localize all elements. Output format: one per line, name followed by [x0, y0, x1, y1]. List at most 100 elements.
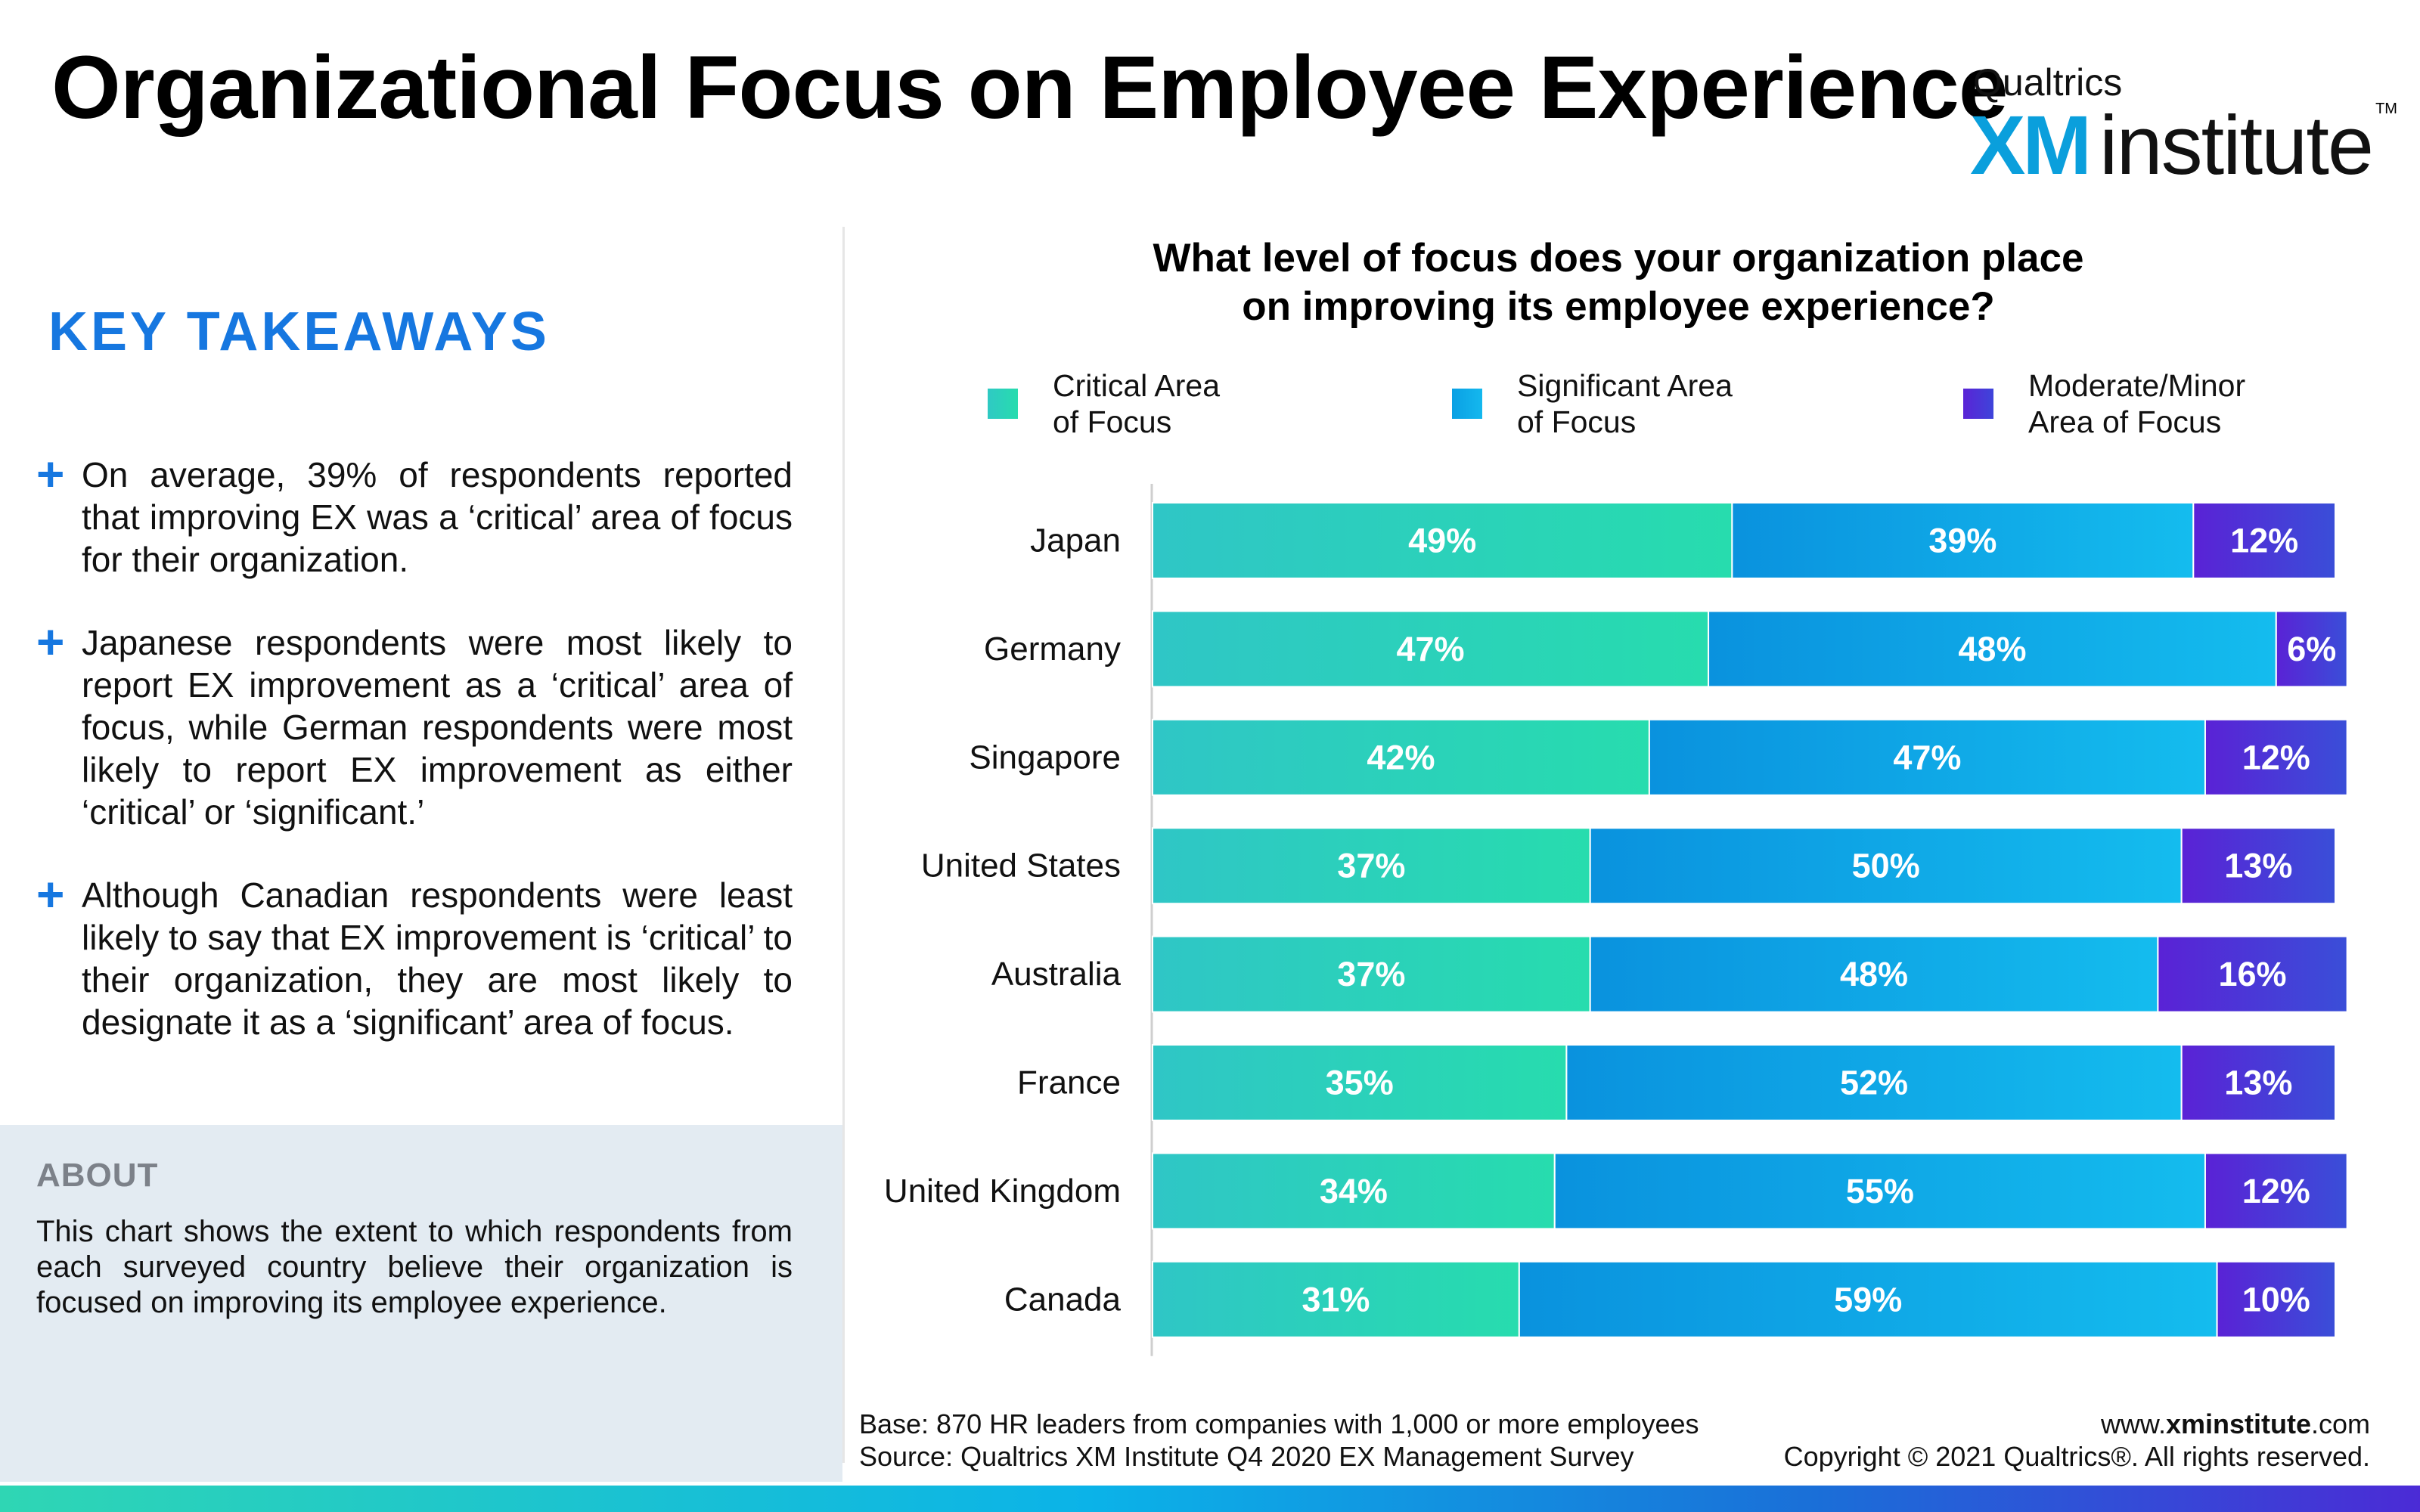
bar-value-label: 12% [2242, 738, 2310, 776]
logo-tm-text: TM [2375, 101, 2397, 117]
category-label: United Kingdom [884, 1173, 1121, 1210]
takeaway-text: On average, 39% of respondents reported … [82, 455, 793, 579]
bar-segment [1589, 935, 2159, 1013]
bar-value-label: 12% [2242, 1172, 2310, 1210]
website-bold: xminstitute [2165, 1408, 2311, 1439]
bar-segment [1648, 718, 2206, 796]
bar-value-label: 10% [2242, 1280, 2310, 1318]
bar-value-label: 12% [2230, 522, 2298, 560]
category-label: Japan [1030, 522, 1121, 559]
bar-segment [2157, 935, 2348, 1013]
bar-segment [1152, 1260, 1520, 1338]
category-label: Germany [984, 631, 1121, 668]
panel-divider [842, 227, 845, 1463]
bar-segment [1589, 827, 2183, 905]
takeaway-item: + On average, 39% of respondents reporte… [36, 447, 793, 581]
key-takeaways-heading: KEY TAKEAWAYS [48, 302, 550, 362]
category-label: United States [921, 847, 1121, 885]
legend-label-line: Moderate/Minor [2028, 368, 2246, 403]
bar-value-label: 50% [1852, 847, 1920, 885]
about-heading: ABOUT [36, 1157, 159, 1194]
bar-value-label: 59% [1834, 1280, 1902, 1318]
bar-segment [1565, 1044, 2183, 1121]
bar-value-label: 39% [1928, 522, 1996, 560]
bar-segment [1152, 1044, 1568, 1121]
bar-value-label: 48% [1840, 955, 1908, 993]
bar-segment [1152, 502, 1733, 579]
bar-value-label: 49% [1408, 522, 1476, 560]
bar-segment [2204, 718, 2348, 796]
legend-label: Critical Area of Focus [1053, 367, 1220, 440]
logo-wordmark: XM institute TM [1970, 101, 2397, 187]
chart-title-line: on improving its employee experience? [1242, 284, 1995, 329]
bar-value-label: 13% [2224, 1064, 2292, 1102]
logo-institute-text: institute [2099, 99, 2374, 192]
bar-value-label: 34% [1320, 1172, 1388, 1210]
legend-swatch [1452, 389, 1482, 419]
plus-icon: + [36, 615, 65, 669]
page-title: Organizational Focus on Employee Experie… [51, 38, 2008, 138]
legend-label-line: of Focus [1517, 404, 1637, 439]
bar-segment [1518, 1260, 2218, 1338]
bar-segment [2275, 610, 2348, 688]
footer-website: www.xminstitute.com [1784, 1408, 2370, 1440]
category-label: Singapore [969, 739, 1121, 776]
about-panel [0, 1125, 842, 1482]
bar-segment [1152, 935, 1591, 1013]
logo-qualtrics-text: Qualtrics [1973, 61, 2123, 104]
legend-label-line: of Focus [1053, 404, 1172, 439]
bar-segment [2204, 1152, 2348, 1230]
legend-label: Moderate/Minor Area of Focus [2028, 367, 2245, 440]
website-prefix: www. [2100, 1408, 2166, 1439]
takeaway-text: Although Canadian respondents were least… [82, 875, 793, 1042]
bar-value-label: 52% [1840, 1064, 1908, 1102]
takeaway-item: + Although Canadian respondents were lea… [36, 867, 793, 1043]
chart-title: What level of focus does your organizati… [1074, 234, 2163, 331]
footer-notes: Base: 870 HR leaders from companies with… [859, 1408, 1699, 1473]
footer-source-text: Source: Qualtrics XM Institute Q4 2020 E… [859, 1441, 1634, 1472]
logo-xm-text: XM [1970, 99, 2092, 192]
legend-label-line: Significant Area [1517, 368, 1733, 403]
bar-value-label: 31% [1302, 1280, 1370, 1318]
bar-segment [1152, 610, 1710, 688]
bar-value-label: 35% [1326, 1064, 1394, 1102]
bar-value-label: 48% [1958, 630, 2026, 668]
footer-base-text: Base: 870 HR leaders from companies with… [859, 1408, 1699, 1439]
footer-credits: www.xminstitute.com Copyright © 2021 Qua… [1784, 1408, 2370, 1473]
plus-icon: + [36, 447, 65, 501]
bar-segment [1152, 827, 1591, 905]
website-suffix: .com [2310, 1408, 2370, 1439]
bar-value-label: 37% [1337, 847, 1405, 885]
category-label: Canada [1004, 1281, 1122, 1318]
bar-value-label: 16% [2218, 955, 2286, 993]
xm-institute-logo: Qualtrics XM institute TM [1970, 60, 2397, 189]
bottom-gradient-bar [0, 1486, 2420, 1512]
bar-segment [1553, 1152, 2206, 1230]
category-label: France [1017, 1064, 1121, 1101]
bar-value-label: 42% [1367, 738, 1435, 776]
takeaway-item: + Japanese respondents were most likely … [36, 615, 793, 833]
category-label: Australia [991, 956, 1122, 993]
bar-value-label: 6% [2287, 630, 2336, 668]
legend-swatch [1963, 389, 1993, 419]
legend-swatch [988, 389, 1018, 419]
chart-title-line: What level of focus does your organizati… [1153, 236, 2084, 280]
legend-label: Significant Area of Focus [1517, 367, 1733, 440]
bar-value-label: 47% [1893, 738, 1961, 776]
bar-value-label: 13% [2224, 847, 2292, 885]
bar-value-label: 37% [1337, 955, 1405, 993]
bar-segment [2216, 1260, 2336, 1338]
bar-value-label: 55% [1846, 1172, 1914, 1210]
bar-segment [1152, 1152, 1556, 1230]
about-text: This chart shows the extent to which res… [36, 1215, 793, 1319]
bar-segment [2180, 1044, 2337, 1121]
bar-segment [2180, 827, 2337, 905]
legend-label-line: Area of Focus [2028, 404, 2222, 439]
footer-copyright: Copyright © 2021 Qualtrics®. All rights … [1783, 1441, 2370, 1472]
plus-icon: + [36, 867, 65, 922]
bar-segment [1708, 610, 2277, 688]
legend-label-line: Critical Area [1053, 368, 1221, 403]
stacked-bar-chart: Japan 49% 39% 12% Germany 47% 48% 6% Singapore 42… [884, 484, 2348, 1356]
bar-segment [2192, 502, 2336, 579]
bar-value-label: 47% [1397, 630, 1465, 668]
